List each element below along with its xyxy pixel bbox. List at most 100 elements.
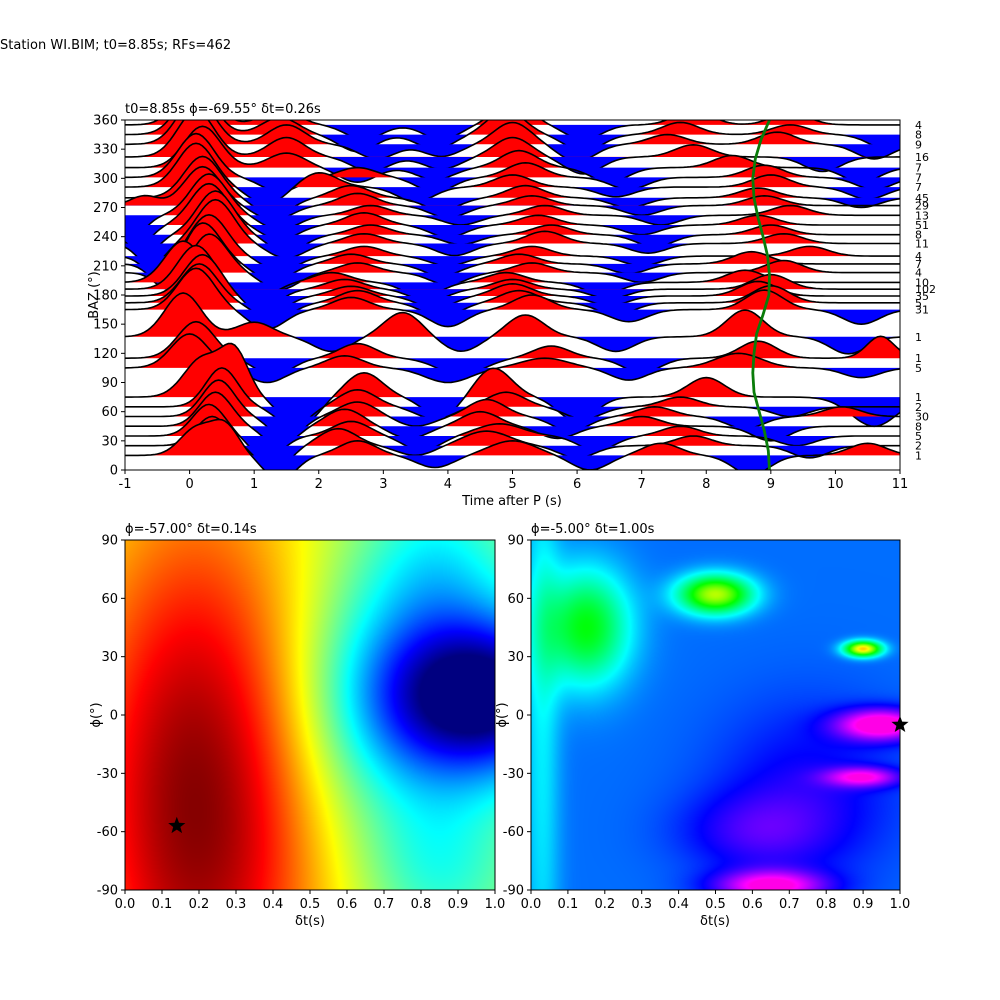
x-tick-label: 0.2 xyxy=(189,897,210,912)
x-tick-label: 0.0 xyxy=(521,897,542,912)
trace-count: 16 xyxy=(915,151,929,164)
trace-line xyxy=(125,182,900,246)
y-tick-label: -90 xyxy=(97,884,118,899)
x-tick-label: 2 xyxy=(315,477,323,492)
y-tick-label: 0 xyxy=(110,464,118,479)
y-tick-label: 90 xyxy=(507,534,524,549)
x-tick-label: 5 xyxy=(508,477,516,492)
trace-count: 9 xyxy=(915,138,922,151)
trace-count: 31 xyxy=(915,304,929,317)
y-tick-label: 90 xyxy=(101,376,118,391)
x-tick-label: 0.8 xyxy=(816,897,837,912)
best-fit-star xyxy=(891,715,909,732)
trace-line xyxy=(125,418,900,470)
trace-line xyxy=(125,213,900,276)
right-y-axis-label: ϕ(°) xyxy=(495,702,510,727)
x-tick-label: 1 xyxy=(250,477,258,492)
rf-panel-title: t0=8.85s ϕ=-69.55° δt=0.26s xyxy=(125,102,321,117)
rf-axes: -1 0 1 2 3 4 5 6 7 8 9 10 11030609012015018021024027… xyxy=(93,114,908,493)
trace-line xyxy=(125,333,900,384)
x-tick-label: 0.5 xyxy=(300,897,321,912)
trace-negative-fill xyxy=(125,156,900,174)
trace-count: 35 xyxy=(915,290,929,303)
right-axes: 0.0 0.1 0.2 0.3 0.4 0.5 0.6 0.7 0.8 0.9 1.0 -90 -60 -… xyxy=(503,534,911,913)
trace-count: 11 xyxy=(915,237,929,250)
trace-count: 7 xyxy=(915,162,922,175)
trace-line xyxy=(125,190,900,255)
y-tick-label: 60 xyxy=(101,592,118,607)
y-tick-label: 180 xyxy=(93,289,118,304)
trace-line xyxy=(125,120,900,163)
trace-line xyxy=(125,342,900,428)
trace-count: 7 xyxy=(915,171,922,184)
trace-negative-fill xyxy=(125,397,900,427)
trace-count: 1 xyxy=(915,352,922,365)
x-tick-label: 1.0 xyxy=(485,897,506,912)
trace-count: 8 xyxy=(915,229,922,242)
trace-count: 8 xyxy=(915,129,922,142)
trace-count: 2 xyxy=(915,440,922,453)
x-tick-label: 0.3 xyxy=(226,897,247,912)
figure-title: Station WI.BIM; t0=8.85s; RFs=462 xyxy=(0,38,232,53)
trace-count: 51 xyxy=(915,219,929,232)
y-tick-label: 150 xyxy=(93,318,118,333)
y-tick-label: 240 xyxy=(93,230,118,245)
trace-count: 29 xyxy=(915,200,929,213)
trace-line xyxy=(125,292,900,355)
x-tick-label: -1 xyxy=(119,477,132,492)
trace-count: 102 xyxy=(915,283,936,296)
trace-negative-fill xyxy=(125,205,900,221)
x-tick-label: 0.7 xyxy=(779,897,800,912)
y-tick-label: 30 xyxy=(101,434,118,449)
trace-negative-fill xyxy=(125,187,900,204)
y-tick-label: 0 xyxy=(110,709,118,724)
y-tick-label: -30 xyxy=(97,767,118,782)
trace-count: 5 xyxy=(915,297,922,310)
y-tick-label: 30 xyxy=(507,650,524,665)
trace-count: 10 xyxy=(915,276,929,289)
y-tick-label: 330 xyxy=(93,143,118,158)
x-tick-label: 7 xyxy=(638,477,646,492)
x-tick-label: 0.4 xyxy=(668,897,689,912)
y-tick-label: 30 xyxy=(101,650,118,665)
trace-negative-fill xyxy=(125,272,900,290)
trace-count: 1 xyxy=(915,331,922,344)
trace-negative-fill xyxy=(125,177,900,192)
y-tick-label: 60 xyxy=(101,405,118,420)
x-tick-label: 0.3 xyxy=(631,897,652,912)
trace-count: 30 xyxy=(915,411,929,424)
trace-count: 7 xyxy=(915,181,922,194)
trace-count: 45 xyxy=(915,192,929,205)
right-x-axis-label: δt(s) xyxy=(700,914,730,929)
trace-negative-fill xyxy=(125,336,900,354)
rf-x-axis-label: Time after P (s) xyxy=(461,494,562,509)
trace-line xyxy=(125,367,900,428)
x-tick-label: 0.1 xyxy=(152,897,173,912)
trace-line xyxy=(125,120,900,175)
left-panel-title: ϕ=-57.00° δt=0.14s xyxy=(125,522,257,537)
trace-line xyxy=(125,233,900,291)
right-heatmap xyxy=(531,540,900,890)
y-tick-label: 360 xyxy=(93,114,118,129)
trace-count: 8 xyxy=(915,420,922,433)
x-tick-label: 0.6 xyxy=(337,897,358,912)
x-tick-label: 8 xyxy=(702,477,710,492)
trace-negative-fill xyxy=(125,309,900,329)
x-tick-label: 0.9 xyxy=(448,897,469,912)
y-tick-label: 270 xyxy=(93,201,118,216)
y-tick-label: -90 xyxy=(503,884,524,899)
left-x-axis-label: δt(s) xyxy=(295,914,325,929)
y-tick-label: 210 xyxy=(93,259,118,274)
trace-count: 2 xyxy=(915,401,922,414)
left-heatmap xyxy=(125,540,495,890)
trace-count: 4 xyxy=(915,250,922,263)
y-tick-label: -60 xyxy=(97,825,118,840)
rf-stack-panel: t0=8.85s ϕ=-69.55° δt=0.26s 489167774529… xyxy=(87,102,936,509)
rf-traces xyxy=(125,120,900,470)
x-tick-label: 0.5 xyxy=(705,897,726,912)
y-tick-label: 60 xyxy=(507,592,524,607)
left-y-axis-label: ϕ(°) xyxy=(89,702,104,727)
trace-line xyxy=(125,165,900,221)
trace-negative-fill xyxy=(125,243,900,266)
